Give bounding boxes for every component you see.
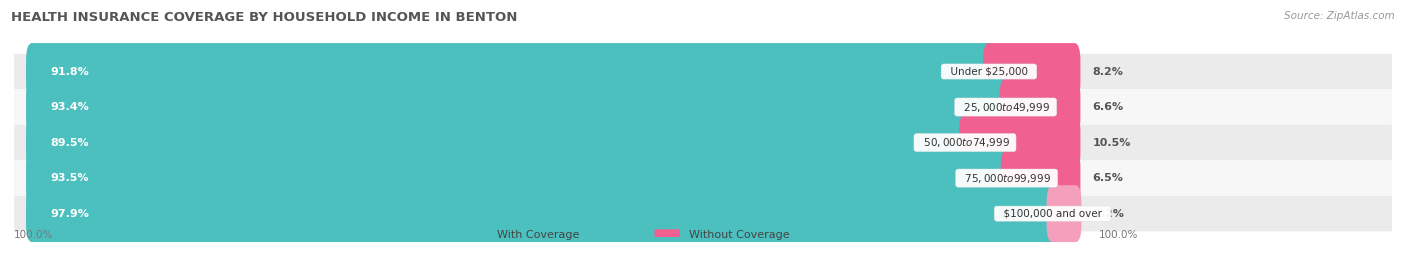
FancyBboxPatch shape bbox=[959, 114, 1080, 171]
Text: 10.5%: 10.5% bbox=[1092, 137, 1130, 148]
Text: 6.6%: 6.6% bbox=[1092, 102, 1123, 112]
Text: 93.4%: 93.4% bbox=[51, 102, 89, 112]
Text: 100.0%: 100.0% bbox=[1098, 230, 1137, 240]
FancyBboxPatch shape bbox=[1001, 150, 1080, 207]
Text: With Coverage: With Coverage bbox=[496, 230, 579, 240]
Text: $75,000 to $99,999: $75,000 to $99,999 bbox=[959, 172, 1054, 185]
Text: $50,000 to $74,999: $50,000 to $74,999 bbox=[917, 136, 1014, 149]
Text: Without Coverage: Without Coverage bbox=[689, 230, 789, 240]
FancyBboxPatch shape bbox=[14, 89, 1392, 125]
FancyBboxPatch shape bbox=[27, 79, 1012, 136]
Text: 97.9%: 97.9% bbox=[51, 209, 89, 219]
Text: 6.5%: 6.5% bbox=[1092, 173, 1123, 183]
FancyBboxPatch shape bbox=[27, 185, 1059, 242]
Text: 100.0%: 100.0% bbox=[14, 230, 53, 240]
FancyBboxPatch shape bbox=[654, 229, 679, 241]
FancyBboxPatch shape bbox=[14, 196, 1392, 231]
FancyBboxPatch shape bbox=[27, 43, 995, 100]
Text: 89.5%: 89.5% bbox=[51, 137, 89, 148]
FancyBboxPatch shape bbox=[27, 114, 972, 171]
Text: 8.2%: 8.2% bbox=[1092, 66, 1123, 76]
FancyBboxPatch shape bbox=[1046, 185, 1081, 242]
Text: 2.2%: 2.2% bbox=[1094, 209, 1125, 219]
FancyBboxPatch shape bbox=[983, 43, 1080, 100]
Text: Under $25,000: Under $25,000 bbox=[943, 66, 1035, 76]
Text: $25,000 to $49,999: $25,000 to $49,999 bbox=[957, 101, 1054, 114]
Text: Source: ZipAtlas.com: Source: ZipAtlas.com bbox=[1284, 11, 1395, 21]
FancyBboxPatch shape bbox=[463, 229, 488, 241]
FancyBboxPatch shape bbox=[14, 54, 1392, 89]
Text: 91.8%: 91.8% bbox=[51, 66, 89, 76]
FancyBboxPatch shape bbox=[14, 125, 1392, 160]
FancyBboxPatch shape bbox=[1000, 79, 1080, 136]
FancyBboxPatch shape bbox=[14, 160, 1392, 196]
Text: HEALTH INSURANCE COVERAGE BY HOUSEHOLD INCOME IN BENTON: HEALTH INSURANCE COVERAGE BY HOUSEHOLD I… bbox=[11, 11, 517, 24]
FancyBboxPatch shape bbox=[27, 150, 1012, 207]
Text: 93.5%: 93.5% bbox=[51, 173, 89, 183]
Text: $100,000 and over: $100,000 and over bbox=[997, 209, 1108, 219]
